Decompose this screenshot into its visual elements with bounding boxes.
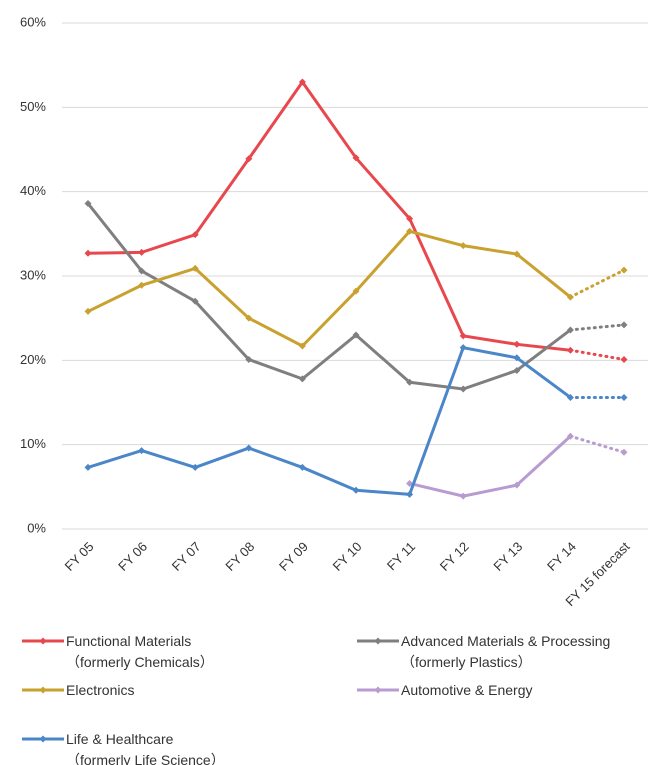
- legend-label: Advanced Materials & Processing （formerl…: [401, 633, 611, 670]
- y-tick-label: 50%: [20, 99, 46, 114]
- legend-item: Electronics: [20, 680, 355, 723]
- point-marker: [406, 215, 414, 223]
- point-marker: [84, 463, 92, 471]
- point-marker: [620, 448, 628, 456]
- x-tick-label: FY 10: [330, 539, 365, 574]
- series-line: [87, 229, 572, 348]
- point-marker: [191, 463, 199, 471]
- x-tick-label: FY 13: [490, 539, 525, 574]
- x-tick-label: FY 05: [62, 539, 97, 574]
- legend-label: Automotive & Energy: [401, 682, 533, 698]
- point-marker: [138, 248, 146, 256]
- point-marker: [352, 331, 360, 339]
- point-marker: [245, 355, 253, 363]
- legend: Functional Materials （formerly Chemicals…: [20, 631, 648, 765]
- forecast-line: [568, 268, 626, 299]
- point-marker: [245, 314, 253, 322]
- legend-label: Life & Healthcare （formerly Life Science…: [66, 731, 225, 765]
- y-tick-label: 0%: [27, 520, 46, 535]
- x-tick-label: FY 08: [222, 539, 257, 574]
- forecast-line: [568, 323, 626, 332]
- legend-item: Advanced Materials & Processing （formerl…: [355, 631, 645, 674]
- point-marker: [566, 326, 574, 334]
- point-marker: [352, 486, 360, 494]
- point-marker: [138, 447, 146, 455]
- legend-item: Functional Materials （formerly Chemicals…: [20, 631, 355, 674]
- point-marker: [406, 479, 414, 487]
- point-marker: [620, 321, 628, 329]
- series-line: [87, 346, 572, 496]
- point-marker: [620, 266, 628, 274]
- point-marker: [566, 432, 574, 440]
- point-marker: [513, 366, 521, 374]
- legend-item: Life & Healthcare （formerly Life Science…: [20, 729, 355, 765]
- point-marker: [566, 293, 574, 301]
- x-tick-label: FY 12: [437, 539, 472, 574]
- legend-swatch: [22, 735, 64, 743]
- legend-swatch: [22, 637, 64, 645]
- point-marker: [245, 155, 253, 163]
- point-marker: [84, 199, 92, 207]
- point-marker: [566, 393, 574, 401]
- point-marker: [352, 287, 360, 295]
- point-marker: [245, 444, 253, 452]
- x-tick-label: FY 14: [544, 539, 579, 574]
- point-marker: [138, 267, 146, 275]
- point-marker: [84, 249, 92, 257]
- legend-item: Automotive & Energy: [355, 680, 645, 723]
- legend-swatch: [22, 686, 64, 694]
- point-marker: [298, 342, 306, 350]
- x-tick-label: FY 11: [384, 539, 418, 573]
- point-marker: [406, 490, 414, 498]
- chart: 0% 10% 20% 30% 40% 50% 60% FY 05 FY 06 FY 07 FY 08…: [20, 14, 648, 609]
- point-marker: [298, 78, 306, 86]
- point-marker: [138, 281, 146, 289]
- forecast-line: [568, 434, 626, 454]
- point-marker: [298, 463, 306, 471]
- point-marker: [459, 344, 467, 352]
- y-tick-label: 60%: [20, 14, 46, 29]
- forecast-line: [568, 348, 626, 361]
- x-tick-label: FY 06: [115, 539, 150, 574]
- point-marker: [191, 231, 199, 239]
- point-marker: [84, 307, 92, 315]
- point-marker: [459, 492, 467, 500]
- point-marker: [459, 385, 467, 393]
- x-tick-label: FY 09: [276, 539, 311, 574]
- point-marker: [513, 340, 521, 348]
- point-marker: [566, 346, 574, 354]
- legend-swatch: [357, 686, 399, 694]
- point-marker: [459, 242, 467, 250]
- legend-swatch: [357, 637, 399, 645]
- point-marker: [352, 154, 360, 162]
- y-tick-label: 10%: [20, 436, 46, 451]
- y-tick-label: 20%: [20, 352, 46, 367]
- point-marker: [406, 227, 414, 235]
- point-marker: [406, 378, 414, 386]
- point-marker: [459, 332, 467, 340]
- x-tick-label: FY 07: [169, 539, 204, 574]
- point-marker: [620, 355, 628, 363]
- series-line: [86, 202, 572, 391]
- point-marker: [191, 297, 199, 305]
- y-tick-label: 40%: [20, 183, 46, 198]
- point-marker: [191, 264, 199, 272]
- legend-label: Electronics: [66, 682, 135, 698]
- series-line: [87, 80, 571, 352]
- point-marker: [513, 354, 521, 362]
- point-marker: [513, 481, 521, 489]
- point-marker: [513, 250, 521, 258]
- point-marker: [298, 375, 306, 383]
- y-tick-label: 30%: [20, 267, 46, 282]
- series-line: [409, 435, 572, 498]
- legend-label: Functional Materials （formerly Chemicals…: [66, 633, 214, 670]
- point-marker: [620, 393, 628, 401]
